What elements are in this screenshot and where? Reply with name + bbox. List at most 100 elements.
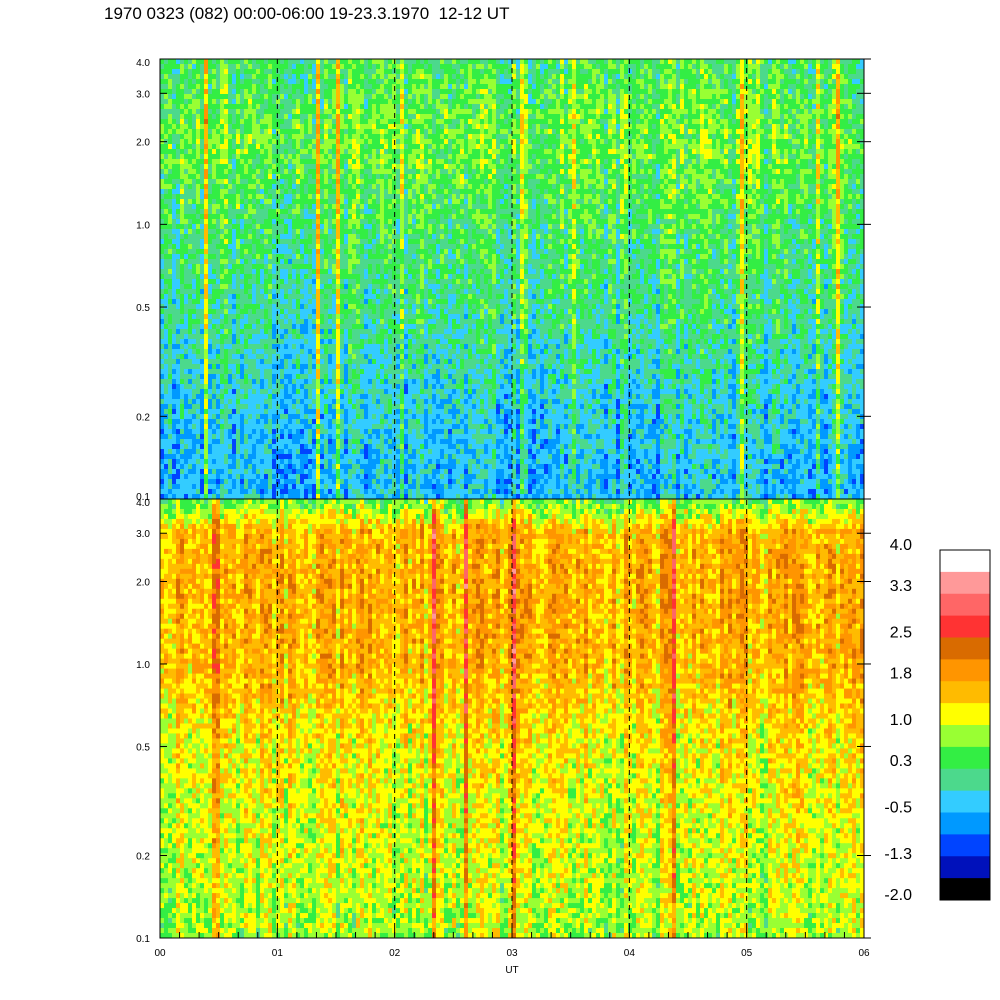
heatmap-cell bbox=[648, 174, 653, 180]
heatmap-cell bbox=[576, 134, 581, 140]
heatmap-cell bbox=[404, 174, 409, 180]
heatmap-cell bbox=[632, 144, 637, 150]
heatmap-cell bbox=[364, 104, 369, 110]
heatmap-cell bbox=[828, 64, 833, 70]
heatmap-cell bbox=[192, 124, 197, 130]
heatmap-cell bbox=[740, 124, 745, 130]
heatmap-cell bbox=[828, 174, 833, 180]
heatmap-cell bbox=[816, 74, 821, 80]
heatmap-cell bbox=[352, 99, 357, 105]
heatmap-cell bbox=[312, 79, 317, 85]
heatmap-cell bbox=[540, 154, 545, 160]
heatmap-cell bbox=[676, 89, 681, 95]
heatmap-cell bbox=[368, 74, 373, 80]
heatmap-cell bbox=[160, 94, 165, 100]
heatmap-cell bbox=[368, 119, 373, 125]
heatmap-cell bbox=[724, 69, 729, 75]
heatmap-cell bbox=[224, 159, 229, 165]
heatmap-cell bbox=[572, 114, 577, 120]
heatmap-cell bbox=[712, 104, 717, 110]
heatmap-cell bbox=[196, 114, 201, 120]
heatmap-cell bbox=[160, 89, 165, 95]
heatmap-cell bbox=[648, 94, 653, 100]
heatmap-cell bbox=[688, 124, 693, 130]
heatmap-cell bbox=[320, 199, 325, 205]
heatmap-cell bbox=[212, 69, 217, 75]
heatmap-cell bbox=[304, 94, 309, 100]
heatmap-cell bbox=[764, 104, 769, 110]
heatmap-cell bbox=[600, 184, 605, 190]
heatmap-cell bbox=[324, 99, 329, 105]
heatmap-cell bbox=[588, 184, 593, 190]
heatmap-cell bbox=[212, 174, 217, 180]
heatmap-cell bbox=[504, 119, 509, 125]
heatmap-cell bbox=[600, 149, 605, 155]
heatmap-cell bbox=[344, 64, 349, 70]
heatmap-cell bbox=[416, 149, 421, 155]
heatmap-cell bbox=[544, 74, 549, 80]
heatmap-cell bbox=[220, 194, 225, 200]
heatmap-cell bbox=[336, 144, 341, 150]
heatmap-cell bbox=[700, 149, 705, 155]
heatmap-cell bbox=[556, 139, 561, 145]
heatmap-cell bbox=[732, 114, 737, 120]
heatmap-cell bbox=[312, 129, 317, 135]
heatmap-cell bbox=[248, 159, 253, 165]
heatmap-cell bbox=[428, 69, 433, 75]
heatmap-cell bbox=[212, 154, 217, 160]
heatmap-cell bbox=[488, 109, 493, 115]
heatmap-cell bbox=[480, 114, 485, 120]
heatmap-cell bbox=[700, 64, 705, 70]
heatmap-cell bbox=[244, 109, 249, 115]
heatmap-cell bbox=[516, 59, 521, 65]
heatmap-cell bbox=[448, 174, 453, 180]
heatmap-cell bbox=[460, 129, 465, 135]
heatmap-cell bbox=[428, 164, 433, 170]
heatmap-cell bbox=[628, 149, 633, 155]
heatmap-cell bbox=[412, 129, 417, 135]
heatmap-cell bbox=[288, 169, 293, 175]
heatmap-cell bbox=[368, 89, 373, 95]
heatmap-cell bbox=[572, 109, 577, 115]
heatmap-cell bbox=[780, 69, 785, 75]
heatmap-cell bbox=[196, 64, 201, 70]
heatmap-cell bbox=[348, 69, 353, 75]
heatmap-cell bbox=[432, 79, 437, 85]
heatmap-cell bbox=[248, 84, 253, 90]
heatmap-cell bbox=[248, 59, 253, 65]
heatmap-cell bbox=[444, 124, 449, 130]
heatmap-cell bbox=[672, 59, 677, 65]
heatmap-cell bbox=[800, 104, 805, 110]
heatmap-cell bbox=[584, 189, 589, 195]
heatmap-cell bbox=[212, 149, 217, 155]
heatmap-cell bbox=[860, 144, 864, 150]
heatmap-cell bbox=[400, 64, 405, 70]
heatmap-cell bbox=[208, 59, 213, 65]
heatmap-cell bbox=[528, 169, 533, 175]
heatmap-cell bbox=[380, 84, 385, 90]
heatmap-cell bbox=[724, 129, 729, 135]
heatmap-cell bbox=[424, 99, 429, 105]
heatmap-cell bbox=[572, 179, 577, 185]
heatmap-cell bbox=[316, 184, 321, 190]
heatmap-cell bbox=[212, 119, 217, 125]
heatmap-cell bbox=[260, 124, 265, 130]
heatmap-cell bbox=[564, 94, 569, 100]
heatmap-cell bbox=[552, 84, 557, 90]
heatmap-cell bbox=[228, 129, 233, 135]
heatmap-cell bbox=[808, 189, 813, 195]
heatmap-cell bbox=[248, 134, 253, 140]
heatmap-cell bbox=[424, 89, 429, 95]
heatmap-cell bbox=[756, 124, 761, 130]
heatmap-cell bbox=[300, 94, 305, 100]
heatmap-cell bbox=[324, 69, 329, 75]
heatmap-cell bbox=[648, 119, 653, 125]
heatmap-cell bbox=[524, 159, 529, 165]
heatmap-cell bbox=[756, 59, 761, 65]
heatmap-cell bbox=[256, 104, 261, 110]
heatmap-cell bbox=[204, 179, 209, 185]
heatmap-cell bbox=[400, 164, 405, 170]
heatmap-cell bbox=[216, 94, 221, 100]
heatmap-cell bbox=[184, 94, 189, 100]
heatmap-cell bbox=[184, 129, 189, 135]
